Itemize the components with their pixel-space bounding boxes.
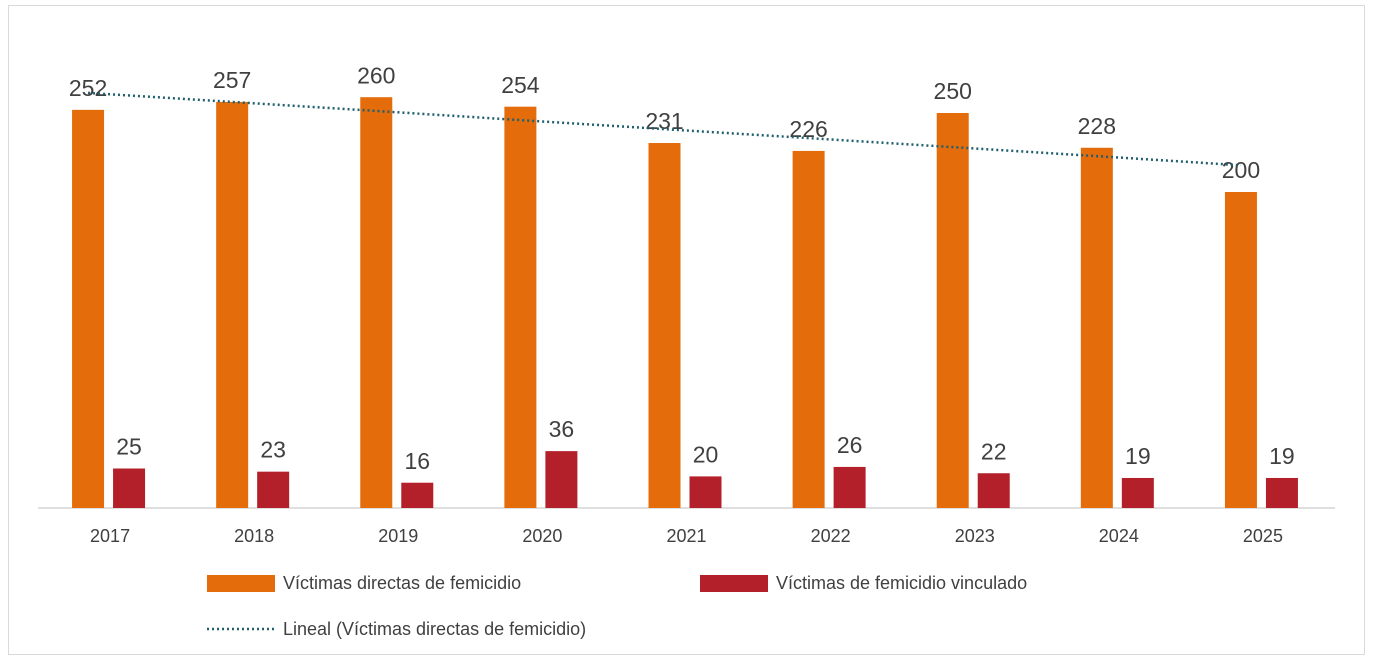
bar: [401, 482, 434, 508]
bar: [360, 97, 393, 508]
x-tick-label: 2020: [522, 526, 562, 546]
bar: [504, 106, 537, 509]
data-label: 257: [213, 67, 251, 93]
bar: [1080, 147, 1113, 508]
x-tick-label: 2021: [666, 526, 706, 546]
bar: [1265, 477, 1298, 508]
x-tick-label: 2022: [811, 526, 851, 546]
data-label: 250: [934, 78, 972, 104]
bar: [977, 473, 1010, 508]
x-tick-label: 2024: [1099, 526, 1139, 546]
x-tick-label: 2019: [378, 526, 418, 546]
data-label: 36: [549, 416, 575, 442]
x-tick-label: 2017: [90, 526, 130, 546]
bar: [936, 113, 969, 508]
bar: [257, 471, 290, 508]
x-tick-label: 2025: [1243, 526, 1283, 546]
x-tick-label: 2018: [234, 526, 274, 546]
legend-label: Lineal (Víctimas directas de femicidio): [283, 619, 586, 639]
bar: [72, 109, 105, 508]
legend-label: Víctimas directas de femicidio: [283, 573, 521, 593]
data-label: 23: [260, 437, 286, 463]
data-label: 22: [981, 438, 1007, 464]
legend-swatch: [700, 575, 768, 592]
legend-label: Víctimas de femicidio vinculado: [776, 573, 1027, 593]
bar: [792, 150, 825, 509]
bar: [1121, 477, 1154, 508]
data-label: 228: [1078, 113, 1116, 139]
x-tick-label: 2023: [955, 526, 995, 546]
data-label: 26: [837, 432, 863, 458]
data-label: 16: [404, 448, 430, 474]
data-label: 25: [116, 434, 142, 460]
bar: [1224, 192, 1257, 508]
bar: [833, 466, 866, 508]
data-label: 260: [357, 62, 395, 88]
data-label: 200: [1222, 157, 1260, 183]
bar: [545, 451, 578, 508]
bar: [216, 101, 249, 508]
bar: [113, 468, 146, 508]
data-label: 20: [693, 441, 719, 467]
bar: [648, 143, 681, 508]
legend-swatch: [207, 575, 275, 592]
chart-frame: [8, 5, 1365, 655]
bar: [689, 476, 722, 508]
data-label: 252: [69, 75, 107, 101]
data-label: 19: [1125, 443, 1151, 469]
data-label: 254: [501, 72, 540, 98]
data-label: 19: [1269, 443, 1295, 469]
